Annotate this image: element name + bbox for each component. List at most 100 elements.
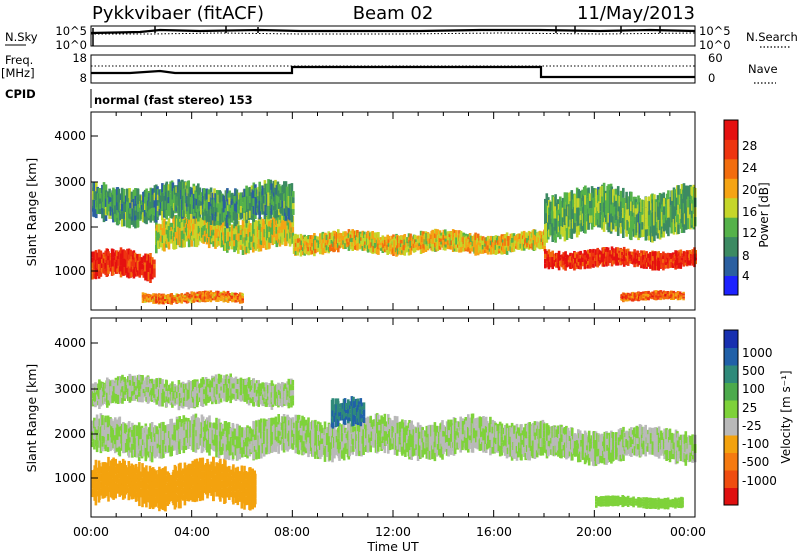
data-cell [164, 493, 167, 502]
data-cell [630, 192, 633, 202]
data-cell [104, 416, 107, 423]
data-cell [682, 292, 685, 294]
data-cell [128, 188, 131, 198]
velocity-panel: 1000 2000 3000 4000 Slant Range [km] [24, 318, 697, 517]
cpid-program: normal (fast stereo) 153 [94, 93, 253, 107]
noise-sky-trace [91, 30, 695, 33]
power-colorbar: 4 8 12 16 20 24 28 Power [dB] [724, 120, 771, 296]
velocity-data [91, 374, 696, 512]
noise-left-top-tick: 10^5 [55, 24, 87, 38]
data-cell [164, 484, 167, 493]
data-cell [592, 249, 595, 253]
nave-label: Nave [748, 62, 778, 76]
power-colorbar-swatches [724, 120, 738, 296]
power-cb-tick-20: 20 [742, 183, 757, 197]
power-ytick-label-2000: 2000 [54, 219, 86, 234]
power-ytick-label-1000: 1000 [54, 263, 86, 278]
data-cell [104, 444, 107, 451]
colorbar-swatch [724, 159, 738, 179]
freq-right-bottom-tick: 0 [708, 71, 715, 85]
data-cell [153, 273, 156, 278]
nsky-label: N.Sky [5, 30, 38, 44]
power-cb-tick-4: 4 [742, 269, 750, 283]
data-cell [682, 295, 685, 297]
noise-left-bottom-tick: 10^0 [55, 38, 87, 52]
data-cell [241, 298, 244, 300]
data-cell [617, 186, 620, 196]
freq-right-top-tick: 60 [708, 51, 723, 65]
data-cell [241, 296, 244, 298]
station-title: Pykkvibaer (fitACF) [92, 3, 264, 24]
data-cell [241, 301, 244, 303]
data-cell [592, 264, 595, 268]
power-cb-tick-8: 8 [742, 249, 750, 263]
data-cell [254, 474, 257, 480]
data-cell [260, 245, 263, 252]
data-cell [580, 265, 583, 268]
power-cb-tick-28: 28 [742, 139, 757, 153]
date-title: 11/May/2013 [577, 3, 695, 24]
colorbar-swatch [724, 120, 738, 140]
data-cell [677, 224, 680, 234]
data-cell [254, 492, 257, 498]
power-cb-tick-24: 24 [742, 161, 757, 175]
data-cell [292, 203, 295, 209]
noise-search-trace [91, 33, 695, 34]
noise-right-bottom-tick: 10^0 [699, 38, 731, 52]
data-cell [128, 218, 131, 228]
data-cell [153, 264, 156, 269]
data-cell [190, 240, 193, 247]
power-ytick-label-4000: 4000 [54, 128, 86, 143]
colorbar-swatch [724, 276, 738, 296]
data-cell [173, 440, 176, 448]
data-cell [173, 433, 176, 441]
data-cell [241, 294, 244, 296]
power-ylabel: Slant Range [km] [24, 158, 39, 267]
freq-panel-frame [91, 55, 695, 83]
data-cell [682, 297, 685, 299]
beam-title: Beam 02 [353, 3, 434, 24]
colorbar-swatch [724, 237, 738, 257]
data-cell [164, 502, 167, 511]
data-cell [682, 294, 685, 296]
data-cell [151, 452, 154, 462]
power-cb-tick-16: 16 [742, 205, 757, 219]
power-panel: 1000 2000 3000 4000 Slant Range [km] [24, 112, 697, 310]
noise-spikes [93, 26, 660, 46]
data-cell [138, 497, 141, 506]
data-cell [589, 265, 592, 269]
colorbar-swatch [724, 178, 738, 198]
data-cell [377, 232, 380, 238]
power-ytick-label-3000: 3000 [54, 174, 86, 189]
data-cell [254, 480, 257, 486]
data-cell [677, 185, 680, 195]
freq-left-top-tick: 18 [72, 51, 87, 65]
data-cell [254, 498, 257, 504]
power-data [91, 179, 697, 305]
data-cell [667, 227, 670, 236]
data-cell [292, 209, 295, 215]
data-cell [173, 425, 176, 433]
freq-label-line2: [MHz] [1, 66, 35, 80]
data-cell [258, 210, 261, 219]
freq-label-line1: Freq. [5, 53, 33, 67]
data-cell [153, 260, 156, 265]
data-cell [254, 486, 257, 492]
colorbar-swatch [724, 217, 738, 237]
power-cb-label: Power [dB] [757, 182, 771, 247]
noise-right-top-tick: 10^5 [699, 24, 731, 38]
freq-left-bottom-tick: 8 [80, 71, 87, 85]
data-cell [682, 299, 685, 301]
nsearch-label: N.Search [746, 30, 798, 44]
colorbar-swatch [724, 198, 738, 218]
data-cell [164, 475, 167, 484]
colorbar-swatch [724, 139, 738, 159]
colorbar-swatch [724, 256, 738, 276]
cpid-label: CPID [5, 87, 36, 101]
data-cell [292, 227, 295, 233]
data-cell [153, 269, 156, 274]
power-cb-tick-12: 12 [742, 226, 757, 240]
noise-panel-frame [91, 26, 695, 46]
freq-trace [91, 67, 695, 77]
